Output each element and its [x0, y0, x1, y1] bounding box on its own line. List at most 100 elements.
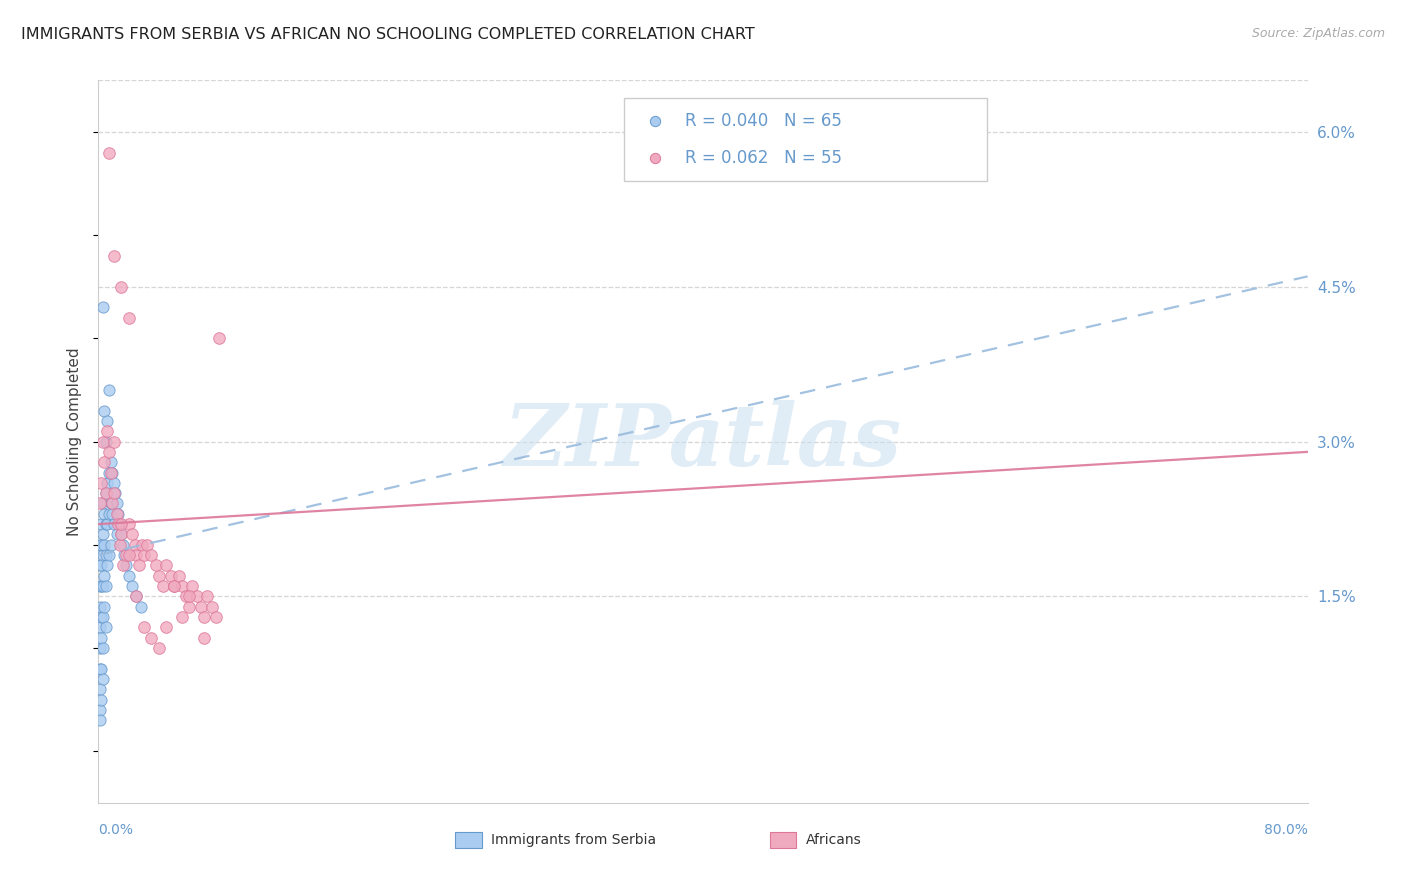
- Point: [186, 590, 208, 604]
- Point: [94, 579, 117, 593]
- Point: [195, 590, 218, 604]
- Text: 80.0%: 80.0%: [1264, 823, 1308, 838]
- Point: [148, 640, 170, 655]
- Point: [193, 610, 215, 624]
- Text: R = 0.062   N = 55: R = 0.062 N = 55: [685, 149, 842, 167]
- Point: [94, 620, 117, 634]
- Point: [90, 558, 112, 573]
- Y-axis label: No Schooling Completed: No Schooling Completed: [67, 347, 83, 536]
- Point: [160, 568, 183, 582]
- Point: [125, 548, 148, 562]
- Point: [121, 579, 143, 593]
- FancyBboxPatch shape: [624, 98, 987, 181]
- Bar: [456, 832, 482, 848]
- Point: [174, 590, 197, 604]
- Point: [103, 517, 125, 532]
- Point: [155, 558, 177, 573]
- Point: [170, 579, 193, 593]
- Point: [110, 527, 132, 541]
- Point: [89, 558, 111, 573]
- Point: [129, 599, 152, 614]
- Text: ZIPatlas: ZIPatlas: [503, 400, 903, 483]
- Point: [93, 538, 115, 552]
- Point: [100, 455, 122, 469]
- Point: [96, 517, 118, 532]
- Point: [98, 507, 121, 521]
- Point: [145, 558, 167, 573]
- Point: [91, 548, 114, 562]
- Point: [104, 486, 127, 500]
- Point: [201, 599, 224, 614]
- Point: [90, 692, 112, 706]
- Point: [91, 527, 114, 541]
- Point: [125, 590, 148, 604]
- Point: [167, 568, 190, 582]
- Point: [128, 558, 150, 573]
- Point: [141, 631, 163, 645]
- Point: [155, 620, 177, 634]
- Point: [163, 579, 186, 593]
- Point: [93, 403, 115, 417]
- Point: [208, 331, 231, 345]
- Point: [91, 579, 114, 593]
- Point: [94, 517, 117, 532]
- Point: [118, 568, 141, 582]
- Point: [111, 558, 134, 573]
- Point: [107, 507, 129, 521]
- Point: [135, 538, 157, 552]
- Point: [103, 475, 125, 490]
- Point: [91, 301, 114, 315]
- Point: [93, 599, 115, 614]
- Point: [98, 145, 121, 160]
- Point: [94, 434, 117, 449]
- Point: [110, 279, 132, 293]
- Point: [91, 496, 114, 510]
- Point: [131, 538, 153, 552]
- Point: [118, 548, 141, 562]
- Point: [93, 455, 115, 469]
- Point: [205, 610, 228, 624]
- Point: [90, 631, 112, 645]
- Point: [105, 527, 128, 541]
- Point: [103, 486, 125, 500]
- Point: [141, 548, 163, 562]
- Point: [100, 538, 122, 552]
- Text: Africans: Africans: [806, 833, 862, 847]
- Point: [96, 475, 118, 490]
- Text: 0.0%: 0.0%: [98, 823, 134, 838]
- Point: [90, 475, 112, 490]
- Point: [91, 610, 114, 624]
- Point: [107, 517, 129, 532]
- Point: [98, 445, 121, 459]
- Point: [96, 558, 118, 573]
- Point: [98, 548, 121, 562]
- Bar: [769, 832, 796, 848]
- Text: IMMIGRANTS FROM SERBIA VS AFRICAN NO SCHOOLING COMPLETED CORRELATION CHART: IMMIGRANTS FROM SERBIA VS AFRICAN NO SCH…: [21, 27, 755, 42]
- Point: [114, 558, 136, 573]
- Point: [93, 507, 115, 521]
- Point: [98, 466, 121, 480]
- Point: [89, 599, 111, 614]
- Point: [125, 590, 148, 604]
- Point: [89, 620, 111, 634]
- Point: [170, 610, 193, 624]
- Point: [181, 579, 204, 593]
- Point: [101, 507, 124, 521]
- Text: R = 0.040   N = 65: R = 0.040 N = 65: [685, 112, 842, 130]
- Point: [94, 486, 117, 500]
- Point: [89, 640, 111, 655]
- Point: [90, 610, 112, 624]
- Point: [110, 527, 132, 541]
- Point: [148, 568, 170, 582]
- Point: [90, 538, 112, 552]
- Point: [90, 662, 112, 676]
- Point: [105, 496, 128, 510]
- Point: [193, 631, 215, 645]
- Point: [90, 579, 112, 593]
- Point: [89, 682, 111, 697]
- Point: [108, 517, 131, 532]
- Point: [112, 548, 135, 562]
- Point: [89, 496, 111, 510]
- Point: [100, 496, 122, 510]
- Point: [101, 496, 124, 510]
